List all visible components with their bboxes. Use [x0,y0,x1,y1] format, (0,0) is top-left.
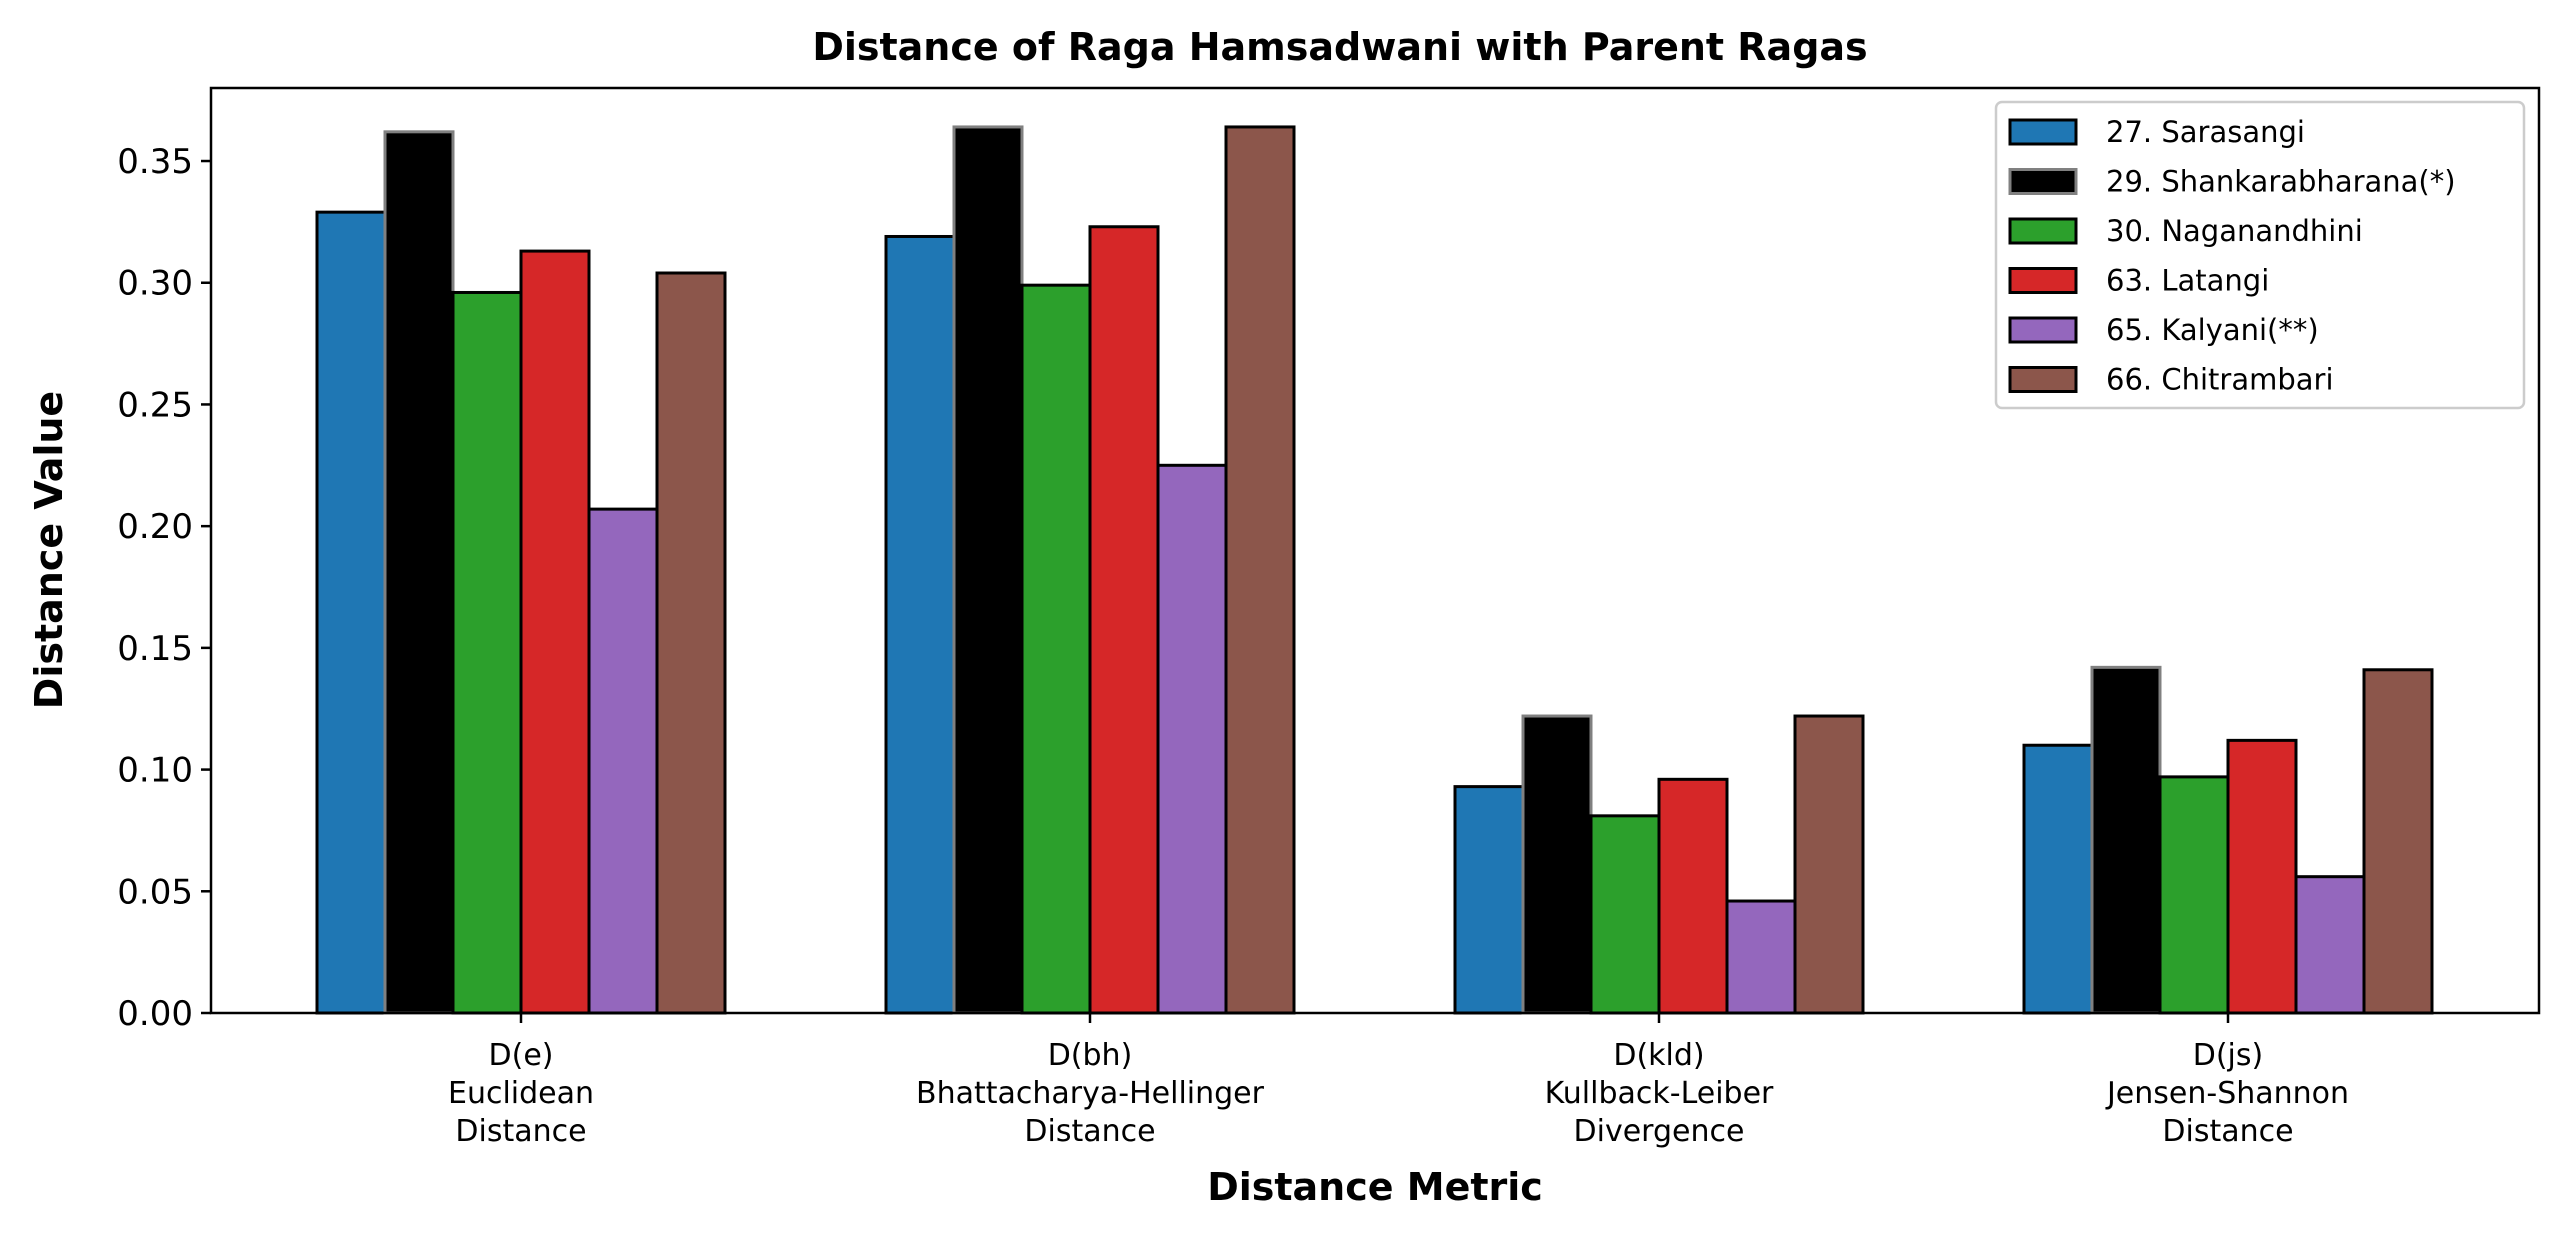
bar-1-1 [315,210,387,1015]
bar-6-4 [2362,668,2434,1015]
y-tick-label: 0.10 [117,751,193,791]
bar-4-1 [519,249,591,1015]
bar-5-2 [1156,463,1228,1015]
legend-swatch [2008,118,2078,146]
chart-title: Distance of Raga Hamsadwani with Parent … [812,25,1867,69]
legend-label: 66. Chitrambari [2106,363,2334,397]
bar-5-3 [1725,899,1797,1015]
plot-area-frame [209,86,2541,1015]
bar-3-3 [1589,814,1661,1015]
x-tick-label: D(kld) Kullback-Leiber Divergence [1545,1038,1774,1149]
bar-5-1 [587,507,659,1015]
x-axis: D(e) Euclidean Distance D(bh) Bhattacharya-H… [448,1013,2349,1149]
legend-label: 27. Sarasangi [2106,115,2305,149]
y-axis-label: Distance Value [27,391,71,709]
legend-label: 65. Kalyani(**) [2106,313,2319,347]
legend-frame [1994,100,2526,410]
x-tick-label: D(js) Jensen-Shannon Distance [2105,1038,2349,1149]
bar-2-1 [383,130,455,1015]
bar-6-3 [1793,714,1865,1015]
bar-3-2 [1020,283,1092,1015]
y-tick-label: 0.20 [117,507,193,547]
bar-4-3 [1657,777,1729,1015]
legend-label: 63. Latangi [2106,264,2269,298]
y-tick-label: 0.25 [117,385,193,425]
bar-2-2 [952,125,1024,1015]
legend-swatch [2008,217,2078,245]
bar-2-4 [2090,665,2162,1015]
bar-6-2 [1224,125,1296,1015]
bar-1-3 [1453,785,1525,1015]
bar-6-1 [655,271,727,1015]
legend-swatch [2008,267,2078,294]
legend-swatch [2008,168,2078,195]
x-tick-label: D(e) Euclidean Distance [448,1038,594,1149]
y-tick-label: 0.00 [117,994,193,1034]
bar-3-4 [2158,775,2230,1015]
legend-swatch [2008,316,2078,344]
bars-group [315,125,2434,1015]
bar-5-4 [2294,875,2366,1015]
y-tick-label: 0.15 [117,629,193,669]
legend: 27. Sarasangi 29. Shankarabharana(*) 30. N… [1994,100,2526,410]
bar-3-1 [451,290,523,1015]
bar-1-2 [884,234,956,1015]
y-tick-label: 0.30 [117,264,193,304]
y-tick-label: 0.05 [117,872,193,912]
y-tick-label: 0.35 [117,142,193,182]
bar-2-3 [1521,714,1593,1015]
bar-4-2 [1088,225,1160,1015]
x-axis-label: Distance Metric [1207,1165,1543,1209]
x-tick-label: D(bh) Bhattacharya-Hellinger Distance [916,1038,1265,1149]
bar-1-4 [2022,743,2094,1015]
bar-4-4 [2226,738,2298,1015]
legend-label: 29. Shankarabharana(*) [2106,165,2456,199]
y-axis: 0.00 0.05 0.10 0.15 0.20 0.25 0.30 0.35 [117,142,211,1034]
legend-label: 30. Naganandhini [2106,214,2363,248]
legend-swatch [2008,366,2078,393]
